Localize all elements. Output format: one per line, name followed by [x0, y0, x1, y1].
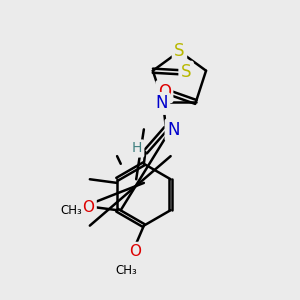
Text: CH₃: CH₃ [115, 264, 137, 277]
Text: H: H [132, 142, 142, 155]
Text: N: N [167, 121, 180, 139]
Text: O: O [82, 200, 94, 215]
Text: N: N [155, 94, 168, 112]
Text: O: O [158, 83, 171, 101]
Text: O: O [129, 244, 141, 259]
Text: S: S [181, 63, 191, 81]
Text: CH₃: CH₃ [61, 204, 82, 217]
Text: S: S [174, 42, 185, 60]
